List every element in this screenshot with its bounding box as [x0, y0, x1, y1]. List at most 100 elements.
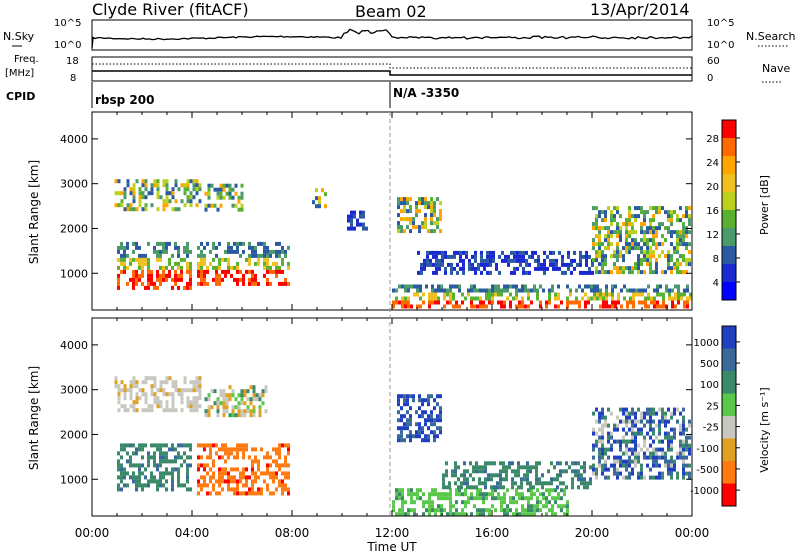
velocity-cell — [649, 411, 652, 416]
velocity-cell — [240, 389, 244, 394]
velocity-cell — [418, 414, 421, 419]
velocity-cell — [637, 427, 640, 432]
velocity-cell — [586, 485, 589, 490]
velocity-cell — [231, 405, 235, 410]
power-cell — [425, 284, 428, 289]
power-cell — [512, 284, 515, 289]
freq-tick-top: 18 — [66, 56, 79, 67]
power-cell — [641, 292, 644, 297]
velocity-cell — [461, 512, 464, 517]
power-cell — [622, 254, 625, 259]
power-cell — [561, 258, 564, 263]
power-cell — [231, 203, 235, 208]
power-cell — [604, 214, 607, 219]
velocity-cell — [218, 479, 221, 484]
power-cell — [228, 195, 232, 200]
velocity-cell — [649, 443, 652, 448]
velocity-cell — [392, 508, 395, 513]
velocity-cell — [197, 455, 200, 460]
velocity-cell — [430, 422, 433, 427]
power-cell — [485, 296, 488, 301]
power-cell — [132, 269, 135, 274]
velocity-cell — [625, 419, 628, 424]
velocity-cell — [625, 451, 628, 456]
xaxis-label: Time UT — [366, 540, 417, 554]
nsky-tick-top: 10^5 — [54, 18, 81, 29]
velocity-cell — [183, 380, 187, 385]
velocity-cell — [403, 414, 406, 419]
velocity-cell — [403, 398, 406, 403]
power-cell — [470, 296, 473, 301]
time-x-axis: 00:00 04:00 08:00 12:00 16:00 20:00 00:00 — [75, 112, 709, 540]
velocity-cell — [221, 455, 224, 460]
power-cell — [433, 201, 436, 206]
power-cell — [221, 269, 224, 274]
power-cell — [350, 218, 353, 223]
power-cell — [418, 225, 421, 230]
velocity-cell — [664, 431, 667, 436]
power-cell — [275, 241, 278, 246]
velocity-cell — [449, 504, 452, 509]
velocity-cell — [401, 488, 404, 493]
velocity-cell — [437, 492, 440, 497]
velocity-cell — [284, 463, 287, 468]
power-cell — [676, 238, 679, 243]
power-cell — [667, 258, 670, 263]
power-cell — [598, 250, 601, 255]
power-cell — [281, 249, 284, 254]
power-cell — [254, 273, 257, 278]
velocity-cell — [661, 415, 664, 420]
velocity-cell — [261, 389, 265, 394]
velocity-cell — [577, 485, 580, 490]
power-cell — [401, 304, 404, 309]
power-cell — [428, 296, 431, 301]
velocity-cell — [213, 389, 217, 394]
power-cell — [516, 254, 519, 259]
velocity-cell — [165, 467, 168, 472]
velocity-cell — [249, 397, 253, 402]
power-cell — [216, 207, 220, 212]
power-cell — [682, 270, 685, 275]
velocity-cell — [469, 473, 472, 478]
velocity-cell — [673, 459, 676, 464]
velocity-cell — [117, 388, 121, 393]
power-cell — [156, 179, 160, 184]
velocity-cell — [601, 447, 604, 452]
power-cell — [432, 250, 435, 255]
power-cell — [404, 288, 407, 293]
velocity-cell — [403, 438, 406, 443]
power-cell — [162, 273, 165, 278]
power-cell — [506, 296, 509, 301]
velocity-cell — [236, 451, 239, 456]
velocity-cell — [218, 467, 221, 472]
power-cell — [318, 204, 321, 209]
velocity-cell — [123, 408, 127, 413]
velocity-cell — [482, 508, 485, 513]
velocity-cell — [583, 485, 586, 490]
velocity-cell — [159, 463, 162, 468]
power-cell — [138, 261, 141, 266]
power-cell — [215, 265, 218, 270]
power-cell — [446, 292, 449, 297]
power-cell — [177, 253, 180, 258]
power-cell — [625, 230, 628, 235]
velocity-cell — [406, 418, 409, 423]
velocity-cell — [275, 471, 278, 476]
power-cell — [628, 242, 631, 247]
velocity-cell — [222, 393, 226, 398]
velocity-cell — [652, 439, 655, 444]
power-cell — [120, 257, 123, 262]
velocity-cell — [469, 485, 472, 490]
velocity-cell — [141, 392, 145, 397]
power-cell — [266, 261, 269, 266]
velocity-cell — [518, 492, 521, 497]
power-cell — [424, 221, 427, 226]
power-cell — [468, 258, 471, 263]
velocity-cell — [506, 488, 509, 493]
velocity-cell — [264, 385, 268, 390]
velocity-cell — [631, 467, 634, 472]
velocity-cell — [470, 496, 473, 501]
power-cell — [652, 242, 655, 247]
velocity-cell — [183, 388, 187, 393]
velocity-cell — [649, 423, 652, 428]
